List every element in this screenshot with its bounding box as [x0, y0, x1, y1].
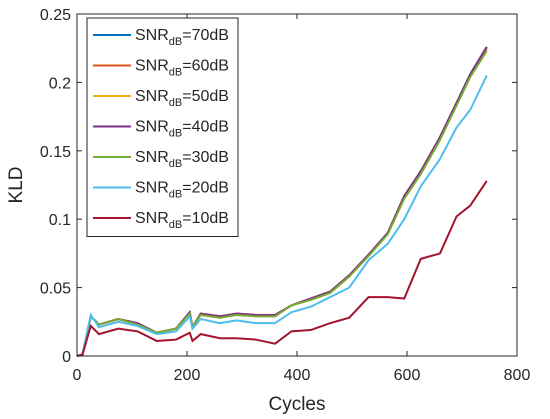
legend-label: SNRdB=20dB: [135, 180, 229, 201]
x-tick-label: 600: [394, 367, 421, 384]
legend-label: SNRdB=50dB: [135, 88, 229, 109]
y-axis-label: KLD: [6, 167, 27, 204]
series-line: [76, 50, 488, 357]
y-tick-label: 0.2: [49, 75, 71, 92]
legend-label: SNRdB=30dB: [135, 149, 229, 170]
x-tick-label: 0: [73, 367, 82, 384]
x-tick-label: 800: [504, 367, 531, 384]
y-tick-label: 0.15: [40, 144, 71, 161]
legend: SNRdB=70dB SNRdB=60dB SNRdB=50dB SNRdB=40dB…: [86, 17, 239, 237]
x-tick-label: 400: [284, 367, 311, 384]
y-tick-label: 0.05: [40, 281, 71, 298]
legend-label: SNRdB=70dB: [135, 27, 229, 48]
series-line: [76, 180, 488, 357]
series-line: [76, 75, 488, 357]
x-axis-label: Cycles: [268, 394, 325, 415]
legend-label: SNRdB=60dB: [135, 58, 229, 79]
x-tick-label: 200: [174, 367, 201, 384]
y-tick-label: 0: [62, 349, 71, 366]
plot-frame: [76, 13, 518, 357]
y-tick-label: 0.25: [40, 7, 71, 24]
legend-label: SNRdB=10dB: [135, 210, 229, 231]
legend-label: SNRdB=40dB: [135, 119, 229, 140]
y-tick-label: 0.1: [49, 212, 71, 229]
